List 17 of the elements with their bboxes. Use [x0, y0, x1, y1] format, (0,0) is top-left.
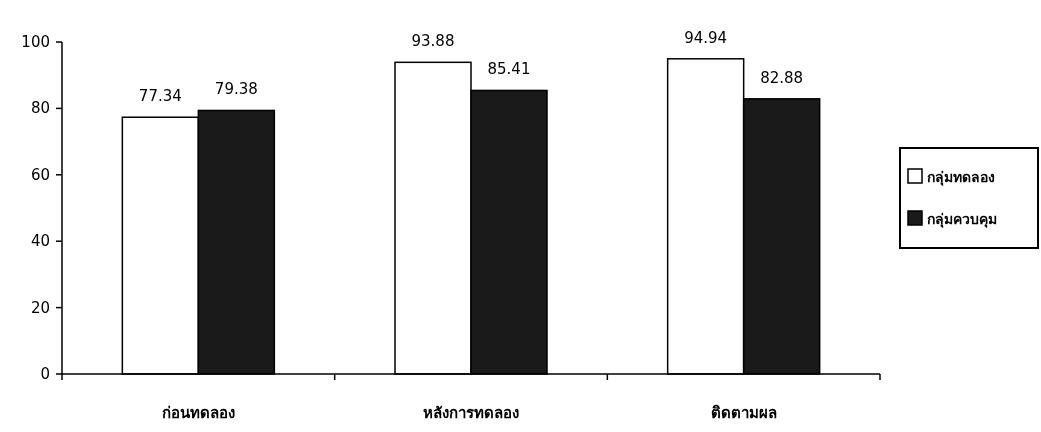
y-tick-label: 0: [40, 365, 50, 383]
x-tick-label: ก่อนทดลอง: [161, 404, 235, 422]
y-tick-label: 100: [21, 33, 50, 51]
y-tick-label: 20: [30, 298, 50, 317]
data-label: 77.34: [138, 87, 182, 106]
data-label: 93.88: [411, 32, 455, 51]
x-tick-label: หลังการทดลอง: [423, 404, 519, 422]
data-label: 85.41: [487, 60, 531, 79]
y-tick-label: 60: [30, 165, 50, 184]
y-tick-label: 80: [30, 99, 50, 118]
data-label: 94.94: [684, 28, 728, 47]
data-label: 79.38: [214, 80, 258, 99]
legend-label: กลุ่มควบคุม: [927, 211, 997, 228]
x-tick-label: ติดตามผล: [710, 404, 777, 422]
y-tick-label: 40: [30, 232, 50, 251]
data-label: 82.88: [760, 68, 804, 87]
legend-label: กลุ่มทดลอง: [927, 169, 995, 186]
